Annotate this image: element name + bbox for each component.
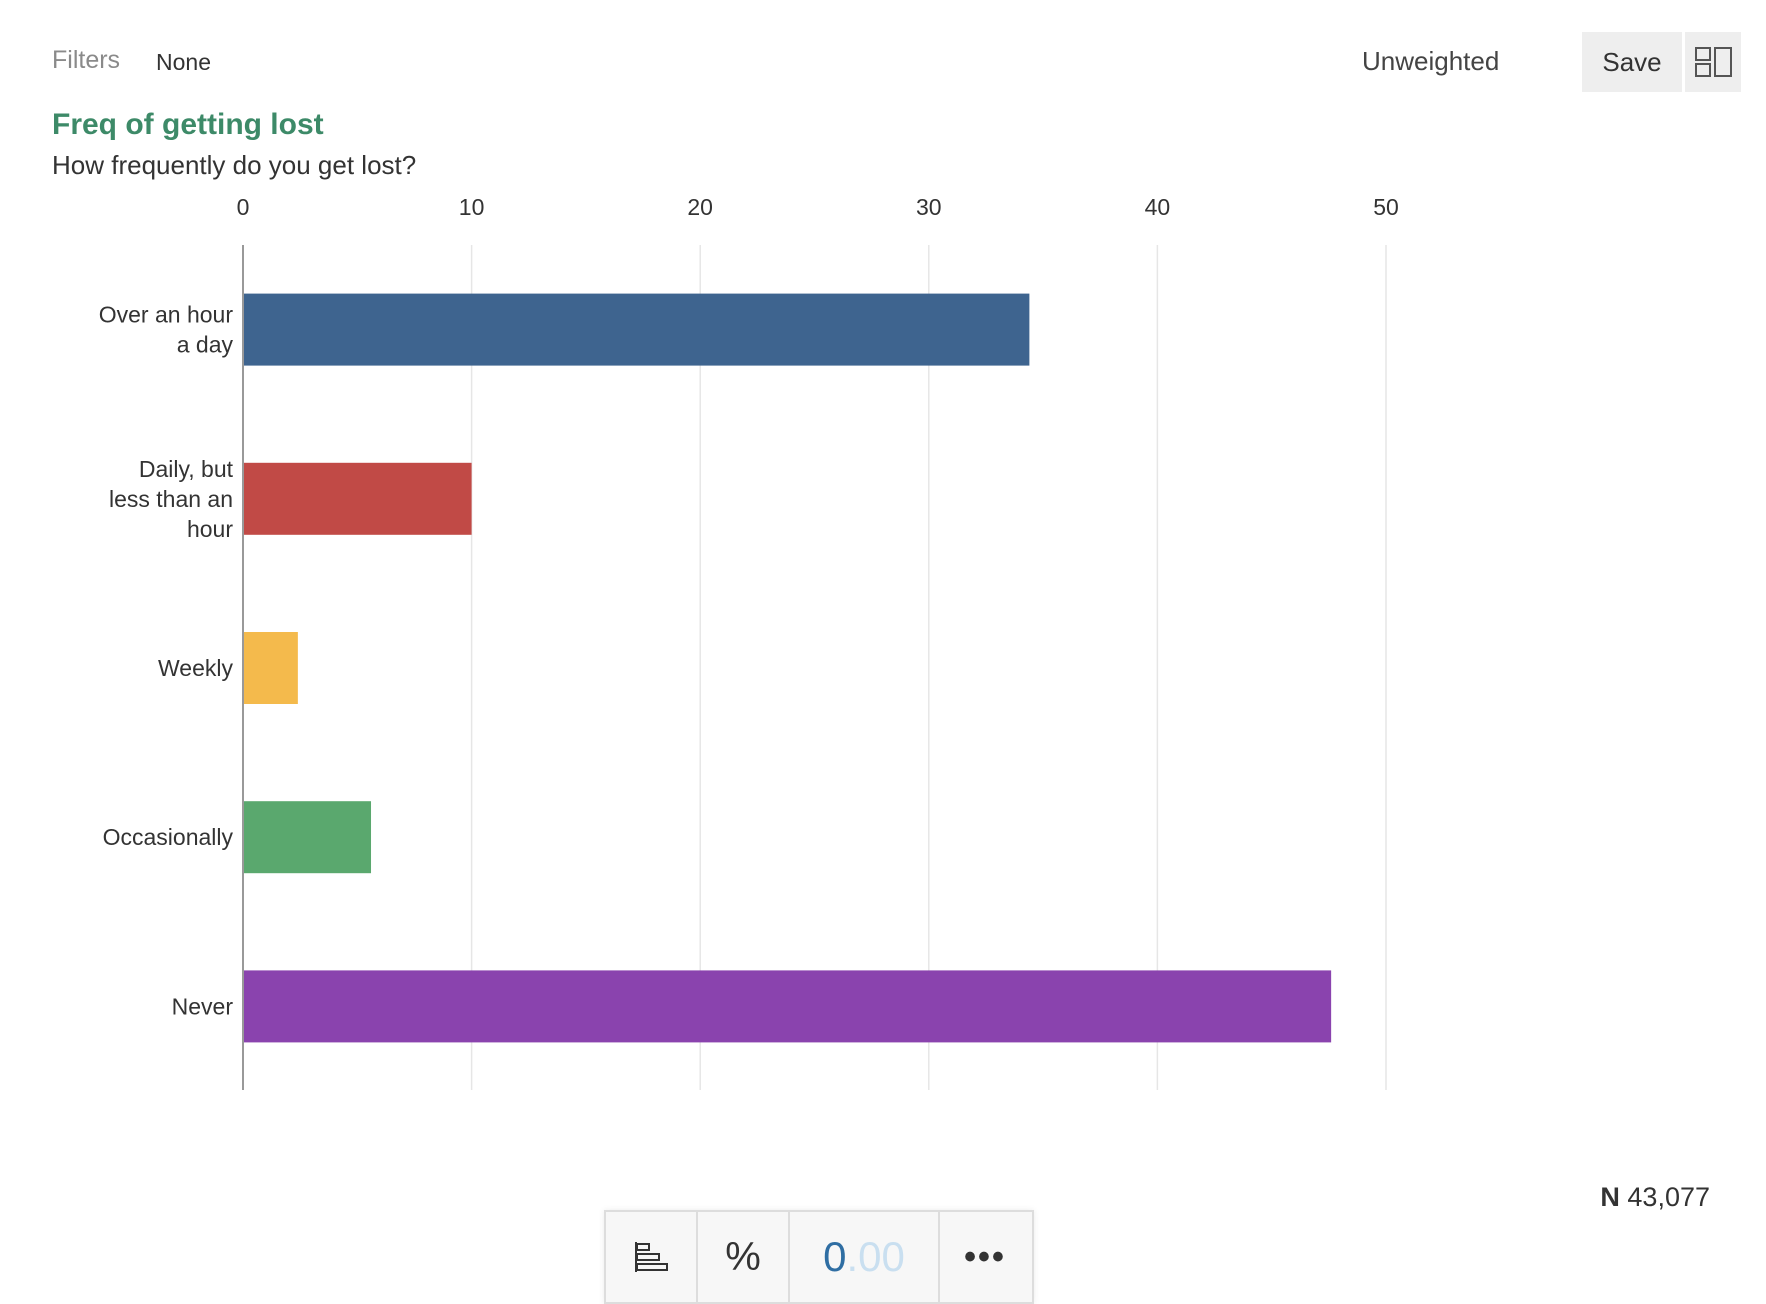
bar-chart-icon <box>635 1242 668 1272</box>
sample-size: N 43,077 <box>1600 1182 1710 1213</box>
bar <box>243 970 1332 1043</box>
category-label: Weekly <box>158 655 233 681</box>
category-label-line: Never <box>172 993 234 1019</box>
x-tick-label: 50 <box>1373 194 1399 220</box>
category-label-line: Weekly <box>158 655 233 681</box>
bar <box>243 632 298 704</box>
decimal-places-button[interactable]: 0.00 <box>790 1212 940 1302</box>
bar <box>243 462 472 535</box>
category-label: Daily, but less than an hour <box>109 456 234 542</box>
chart-subtitle: How frequently do you get lost? <box>52 150 417 180</box>
category-label: Over an hour a day <box>99 302 234 358</box>
sample-size-label: N <box>1600 1182 1620 1212</box>
x-tick-label: 10 <box>459 194 485 220</box>
chart-type-button[interactable] <box>606 1212 698 1302</box>
chart-title: Freq of getting lost <box>52 108 324 141</box>
x-tick-label: 30 <box>916 194 942 220</box>
percent-toggle-button[interactable]: % <box>698 1212 790 1302</box>
x-tick-label: 0 <box>237 194 250 220</box>
category-label: Never <box>172 993 234 1019</box>
filters-label: Filters <box>52 46 121 74</box>
x-tick-label: 20 <box>687 194 713 220</box>
category-label-line: a day <box>177 332 234 358</box>
more-options-button[interactable]: ••• <box>940 1212 1030 1302</box>
category-label-line: less than an <box>109 486 233 512</box>
category-label-line: Over an hour <box>99 302 234 328</box>
decimals-integer: 0 <box>823 1233 847 1280</box>
bar <box>243 801 372 874</box>
category-label: Occasionally <box>103 824 234 850</box>
category-label-line: Occasionally <box>103 824 234 850</box>
category-label-line: Daily, but <box>139 456 234 482</box>
bar <box>243 293 1030 366</box>
sample-size-value: 43,077 <box>1627 1182 1710 1212</box>
category-label-line: hour <box>187 516 233 542</box>
layout-toggle-button[interactable] <box>1685 32 1741 92</box>
filters-value[interactable]: None <box>156 49 211 75</box>
weighting-selector[interactable]: Unweighted <box>1362 46 1500 76</box>
layout-panels-icon <box>1695 47 1732 77</box>
top-bar: Filters None Unweighted Save <box>0 0 1766 100</box>
bar-chart: 0 10 20 30 40 50 Over an hour a day Daily, but le… <box>99 194 1399 1090</box>
decimals-fraction: .00 <box>846 1233 905 1280</box>
x-tick-label: 40 <box>1145 194 1171 220</box>
chart-toolbar: % 0.00 ••• <box>604 1210 1034 1304</box>
save-button[interactable]: Save <box>1582 32 1682 92</box>
